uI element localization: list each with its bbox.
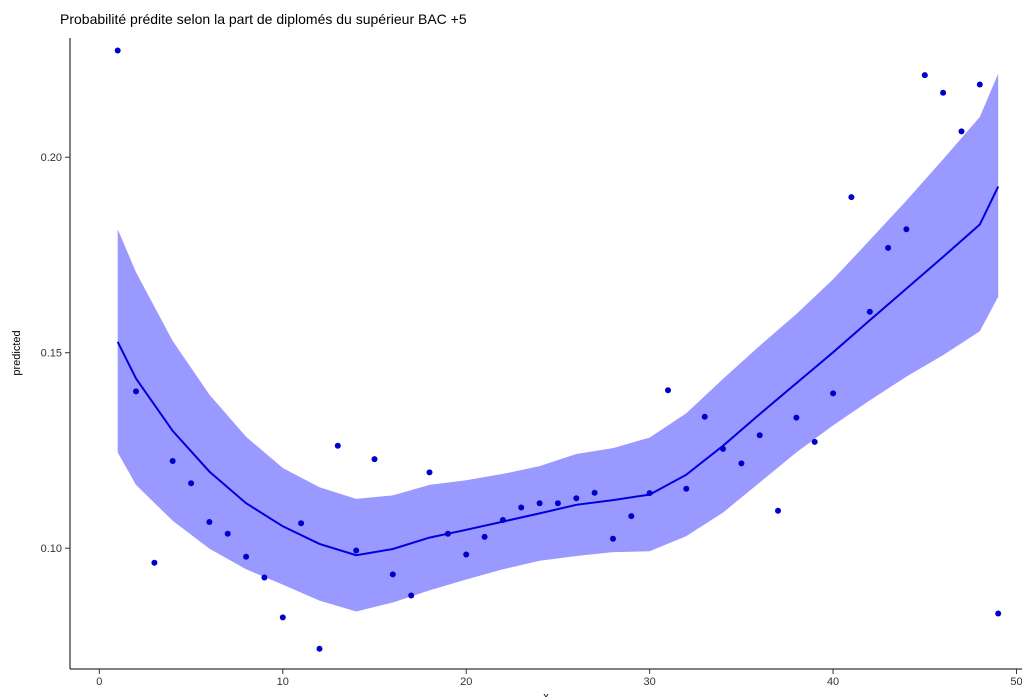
data-point (610, 535, 616, 542)
data-point (591, 489, 598, 496)
data-point (940, 89, 947, 96)
data-point (628, 513, 635, 520)
data-point (536, 500, 543, 507)
data-point (151, 559, 158, 566)
x-tick-label: 50 (1010, 676, 1022, 688)
y-axis-label: predicted (11, 330, 23, 375)
chart-title: Probabilité prédite selon la part de dip… (60, 11, 467, 27)
data-point (701, 413, 708, 420)
data-point (683, 485, 690, 492)
confidence-ribbon (117, 73, 999, 612)
data-point (720, 445, 726, 452)
data-point (279, 614, 286, 621)
data-point (518, 504, 525, 511)
data-point (885, 244, 892, 251)
data-point (389, 571, 396, 578)
x-tick-label: 10 (277, 676, 289, 688)
data-point (133, 388, 139, 395)
y-tick-label: 0.10 (41, 543, 62, 555)
data-point (353, 547, 360, 554)
x-axis-ticks: 0 10 20 30 40 50 (96, 669, 1022, 688)
data-point (976, 81, 983, 88)
data-point (224, 530, 231, 537)
data-point (408, 592, 415, 599)
data-point (444, 530, 451, 537)
x-tick-label: 40 (827, 676, 839, 688)
data-point (738, 460, 745, 467)
data-point (426, 469, 433, 476)
data-point (481, 533, 488, 540)
y-axis-ticks: 0.10 0.15 0.20 (41, 152, 70, 555)
data-point (775, 507, 781, 514)
data-point (554, 500, 561, 507)
data-point (206, 519, 213, 525)
data-point (169, 458, 176, 464)
data-point (665, 387, 671, 394)
x-axis-label: x (543, 691, 549, 697)
data-point (958, 128, 965, 135)
data-point (114, 47, 121, 54)
x-tick-label: 20 (460, 676, 472, 688)
data-point (793, 414, 800, 421)
data-point (371, 456, 378, 463)
x-tick-label: 0 (96, 676, 102, 688)
data-point (243, 553, 250, 560)
data-point (811, 438, 818, 445)
data-point (188, 480, 195, 487)
data-point (573, 495, 580, 502)
data-point (921, 72, 928, 79)
data-point (866, 308, 873, 315)
data-point (646, 490, 653, 497)
y-tick-label: 0.15 (41, 348, 62, 360)
data-point (316, 645, 323, 652)
data-point (463, 551, 470, 558)
y-tick-label: 0.20 (41, 152, 62, 164)
data-point (334, 442, 341, 449)
data-point (830, 390, 837, 397)
smooth-line (116, 186, 1000, 557)
data-point (756, 432, 763, 439)
data-point (903, 226, 910, 233)
data-point (261, 574, 268, 581)
x-tick-label: 30 (644, 676, 656, 688)
plot-area (114, 47, 1002, 652)
data-point (298, 520, 305, 527)
data-point (848, 194, 855, 201)
data-point (995, 610, 1002, 617)
data-point (499, 517, 506, 523)
